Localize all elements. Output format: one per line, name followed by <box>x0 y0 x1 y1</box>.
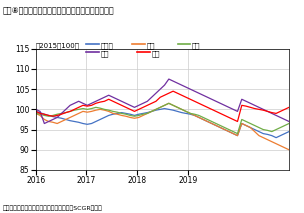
北海道 <box>107 114 111 117</box>
Text: （2015＝100）: （2015＝100） <box>36 43 80 49</box>
全国 <box>236 120 239 123</box>
Line: 東北: 東北 <box>36 103 289 150</box>
関東 <box>116 111 119 114</box>
東北 <box>120 114 123 117</box>
Line: 北海道: 北海道 <box>36 109 289 138</box>
北海道 <box>274 136 278 139</box>
東北 <box>197 116 201 119</box>
関東 <box>120 112 123 115</box>
Text: 図表⑧　地域別景気動向指数（一致指数・試算値）: 図表⑧ 地域別景気動向指数（一致指数・試算値） <box>3 6 115 15</box>
北海道 <box>287 130 291 133</box>
中部 <box>81 102 85 105</box>
Text: 北海道: 北海道 <box>101 43 113 49</box>
東北 <box>116 113 119 115</box>
北海道 <box>34 110 38 113</box>
全国 <box>34 110 38 113</box>
中部 <box>167 78 171 80</box>
中部 <box>287 120 291 123</box>
Text: 関東: 関東 <box>192 43 200 49</box>
北海道 <box>163 107 166 110</box>
全国 <box>197 102 201 105</box>
中部 <box>120 100 123 103</box>
全国 <box>77 106 81 109</box>
東北 <box>287 148 291 151</box>
全国 <box>287 106 291 109</box>
関東 <box>287 122 291 125</box>
全国 <box>98 101 102 103</box>
Line: 関東: 関東 <box>36 103 289 134</box>
中部 <box>111 96 115 99</box>
関東 <box>167 102 171 105</box>
全国 <box>171 90 175 92</box>
関東 <box>197 114 201 117</box>
北海道 <box>77 121 81 124</box>
関東 <box>98 107 102 109</box>
Line: 全国: 全国 <box>36 91 289 121</box>
中部 <box>34 108 38 111</box>
関東 <box>107 109 111 111</box>
東北 <box>77 112 81 115</box>
全国 <box>120 104 123 106</box>
東北 <box>167 102 171 105</box>
中部 <box>201 94 205 96</box>
Text: 全国: 全国 <box>151 51 160 57</box>
Text: 中部: 中部 <box>101 51 109 57</box>
関東 <box>34 112 38 115</box>
関東 <box>77 108 81 111</box>
北海道 <box>197 116 201 119</box>
全国 <box>107 98 111 101</box>
北海道 <box>116 112 119 115</box>
Text: （出所：経産省、厚生労働省、内閣府よりSCGR作成）: （出所：経産省、厚生労働省、内閣府よりSCGR作成） <box>3 205 103 211</box>
Line: 中部: 中部 <box>36 79 289 124</box>
関東 <box>236 132 239 135</box>
東北 <box>98 108 102 111</box>
東北 <box>34 112 38 115</box>
中部 <box>103 96 106 99</box>
中部 <box>124 102 128 105</box>
東北 <box>107 110 111 113</box>
北海道 <box>120 111 123 114</box>
北海道 <box>98 118 102 121</box>
全国 <box>116 102 119 105</box>
Text: 東北: 東北 <box>146 43 155 49</box>
中部 <box>43 122 46 125</box>
